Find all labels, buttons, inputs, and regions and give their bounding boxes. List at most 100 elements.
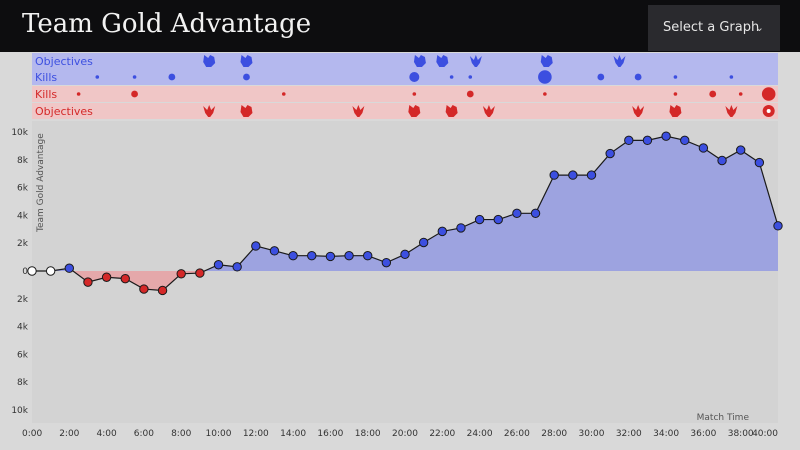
data-point[interactable] (493, 214, 503, 225)
y-tick-label: 2k (17, 239, 29, 249)
lane-label-blue-kills: Kills (35, 71, 57, 84)
y-tick-label: 0 (22, 267, 28, 277)
data-point[interactable] (64, 263, 75, 273)
data-point[interactable] (474, 214, 485, 225)
data-point[interactable] (344, 251, 354, 261)
data-point[interactable] (456, 223, 466, 233)
data-point[interactable] (568, 170, 578, 180)
x-tick-label: 32:00 (616, 429, 642, 439)
data-point[interactable] (400, 249, 410, 260)
data-point[interactable] (773, 221, 783, 231)
data-point[interactable] (736, 145, 746, 155)
chevron-down-icon: ⌄ (754, 21, 764, 34)
data-point[interactable] (101, 272, 112, 282)
data-point[interactable] (586, 170, 597, 180)
y-tick-label: 2k (17, 295, 29, 305)
kill-event-red (281, 92, 286, 96)
lane-bg-blue-objectives (32, 53, 778, 69)
kill-event-red (466, 90, 474, 98)
x-tick-label: 6:00 (134, 429, 154, 439)
kill-event-red (412, 92, 417, 96)
lane-label-blue-objectives: Objectives (35, 55, 93, 68)
x-tick-label: 10:00 (206, 429, 232, 439)
x-tick-label: 4:00 (96, 429, 116, 439)
baron-icon (240, 55, 253, 67)
data-point[interactable] (45, 266, 56, 276)
x-tick-label: 38:00 (728, 429, 754, 439)
x-axis-title: Match Time (697, 413, 750, 423)
data-point[interactable] (139, 284, 149, 294)
data-point[interactable] (698, 143, 709, 153)
kill-event-red (543, 92, 547, 96)
dragon-icon (613, 55, 626, 67)
y-tick-label: 8k (17, 156, 29, 166)
data-point[interactable] (642, 135, 653, 146)
baron-icon (445, 105, 458, 117)
kill-event-red (761, 87, 776, 101)
dragon-icon (482, 105, 495, 117)
data-point[interactable] (269, 246, 280, 256)
data-point[interactable] (176, 269, 186, 279)
kill-event-red (131, 90, 138, 98)
kill-event-blue (168, 73, 176, 81)
x-tick-label: 0:00 (22, 429, 42, 439)
data-point[interactable] (624, 135, 634, 146)
data-point[interactable] (661, 131, 671, 141)
data-point[interactable] (605, 148, 615, 159)
kill-event-blue (468, 75, 473, 79)
baron-icon (540, 55, 553, 67)
x-tick-label: 18:00 (355, 429, 381, 439)
lane-label-red-kills: Kills (35, 88, 57, 101)
y-tick-label: 10k (11, 406, 28, 416)
data-point[interactable] (232, 262, 242, 272)
dragon-icon (725, 105, 738, 117)
lane-bg-red-objectives (32, 103, 778, 119)
data-point[interactable] (437, 226, 447, 237)
data-point[interactable] (213, 260, 224, 270)
data-point[interactable] (83, 277, 93, 287)
data-point[interactable] (680, 135, 690, 146)
x-tick-label: 2:00 (59, 429, 79, 439)
baron-icon (203, 55, 216, 67)
y-tick-label: 4k (17, 211, 29, 221)
data-point[interactable] (307, 251, 317, 261)
baron-icon (413, 55, 426, 67)
baron-icon (240, 105, 253, 117)
data-point[interactable] (381, 257, 392, 268)
baron-icon (436, 55, 449, 67)
kill-event-red (76, 92, 81, 96)
kill-event-blue (729, 75, 734, 79)
data-point[interactable] (549, 170, 559, 180)
x-tick-label: 22:00 (429, 429, 455, 439)
dragon-icon (352, 105, 365, 117)
data-point[interactable] (325, 251, 336, 262)
data-point[interactable] (363, 251, 373, 261)
dragon-icon (203, 105, 216, 117)
x-tick-label: 28:00 (541, 429, 567, 439)
kill-event-red (738, 92, 743, 96)
data-point[interactable] (717, 155, 727, 166)
kill-event-blue (538, 70, 552, 84)
data-point[interactable] (754, 157, 765, 168)
graph-select-dropdown[interactable]: Select a Graph ⌄ (648, 5, 780, 51)
data-point[interactable] (251, 241, 261, 251)
gold-advantage-chart: Objectives Kills Kills Objectives 10k 8k 6k 4k 2… (11, 53, 783, 439)
data-point[interactable] (418, 237, 429, 248)
data-point[interactable] (195, 268, 205, 278)
data-point[interactable] (530, 208, 541, 219)
data-point[interactable] (157, 285, 168, 296)
x-tick-label: 20:00 (392, 429, 418, 439)
graph-select-label: Select a Graph (663, 20, 760, 35)
x-tick-label: 8:00 (171, 429, 191, 439)
baron-icon (408, 105, 421, 117)
y-tick-label: 8k (17, 378, 29, 388)
y-tick-label: 10k (11, 128, 28, 138)
data-point[interactable] (120, 273, 130, 284)
y-tick-label: 6k (17, 184, 29, 194)
data-point[interactable] (288, 251, 298, 261)
data-point[interactable] (512, 208, 522, 219)
data-point[interactable] (27, 266, 37, 276)
kill-event-blue (243, 73, 250, 81)
x-tick-label: 40:00 (752, 429, 778, 439)
y-axis-title: Team Gold Advantage (36, 133, 46, 233)
